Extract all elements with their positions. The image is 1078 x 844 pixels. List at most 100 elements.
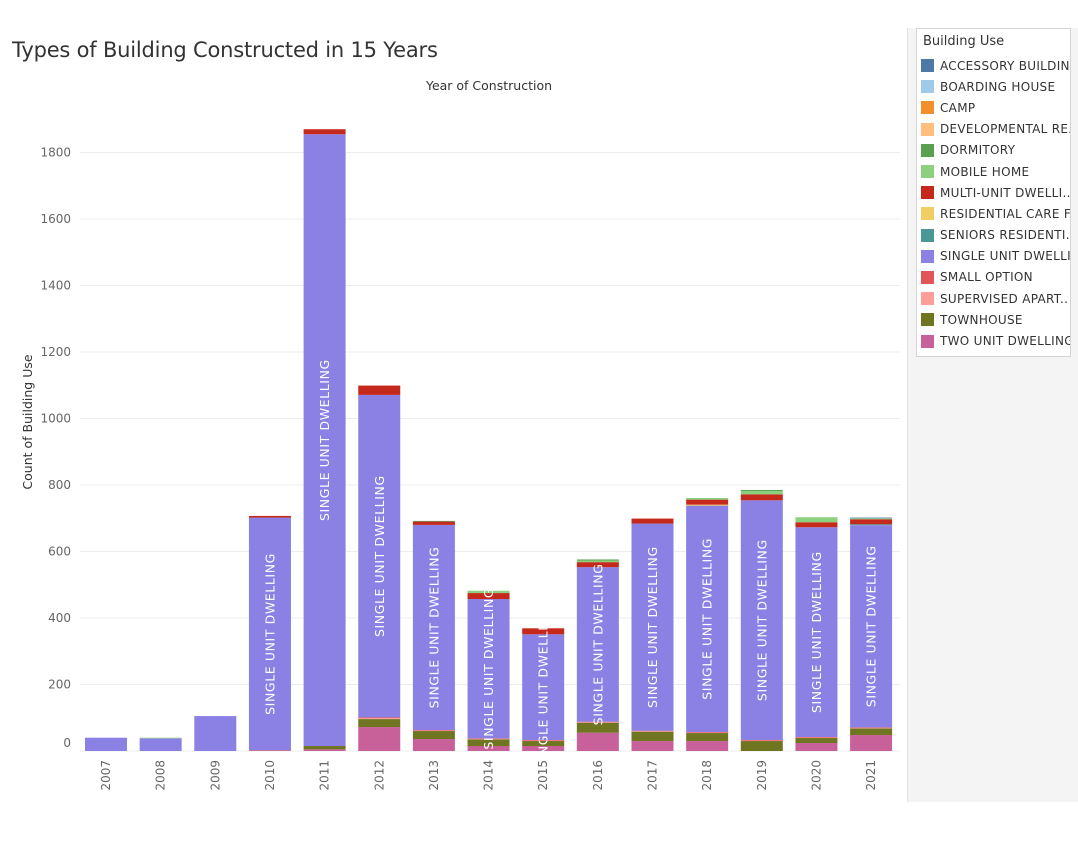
bar-segment[interactable] bbox=[412, 524, 455, 731]
legend-item[interactable]: RESIDENTIAL CARE F.. bbox=[917, 203, 1070, 224]
bar-segment[interactable] bbox=[686, 497, 729, 500]
legend-item[interactable]: CAMP bbox=[917, 97, 1070, 118]
bar-segment[interactable] bbox=[795, 743, 838, 751]
bar-segment[interactable] bbox=[576, 560, 619, 563]
bar-segment[interactable] bbox=[631, 730, 674, 732]
bar-segment[interactable] bbox=[795, 738, 838, 744]
bar-segment[interactable] bbox=[686, 499, 729, 505]
bar-segment[interactable] bbox=[740, 494, 783, 501]
bar-segment[interactable] bbox=[850, 728, 893, 736]
bar-segment[interactable] bbox=[631, 731, 674, 732]
bar-segment[interactable] bbox=[576, 722, 619, 733]
bar-segment[interactable] bbox=[85, 737, 127, 751]
bar-segment[interactable] bbox=[686, 504, 729, 506]
bar-segment[interactable] bbox=[467, 739, 510, 747]
bar-segment[interactable] bbox=[139, 738, 182, 751]
bar-segment[interactable] bbox=[194, 716, 237, 751]
bar-segment[interactable] bbox=[303, 749, 346, 751]
bar-segment[interactable] bbox=[795, 737, 838, 739]
bar-segment[interactable] bbox=[467, 593, 510, 600]
bar-segment[interactable] bbox=[631, 741, 674, 751]
bar-segment[interactable] bbox=[740, 500, 783, 741]
bar-segment[interactable] bbox=[412, 731, 455, 740]
bar-segment[interactable] bbox=[248, 515, 291, 518]
bar-segment[interactable] bbox=[740, 489, 783, 491]
bar-segment[interactable] bbox=[522, 741, 565, 747]
bar-segment[interactable] bbox=[686, 741, 729, 751]
bar-segment[interactable] bbox=[686, 732, 729, 733]
bar-segment[interactable] bbox=[358, 394, 401, 718]
bar-segment[interactable] bbox=[467, 746, 510, 751]
legend-item[interactable]: DEVELOPMENTAL RE.. bbox=[917, 119, 1070, 140]
bar-segment[interactable] bbox=[467, 590, 510, 594]
bar-segment[interactable] bbox=[248, 517, 291, 751]
bar-segment[interactable] bbox=[576, 722, 619, 723]
bar-segment[interactable] bbox=[850, 518, 893, 520]
bar-segment[interactable] bbox=[467, 599, 510, 739]
bar-segment[interactable] bbox=[795, 527, 838, 738]
bar-segment[interactable] bbox=[358, 718, 401, 720]
bar-segment[interactable] bbox=[795, 737, 838, 738]
legend-item[interactable]: TWO UNIT DWELLING bbox=[917, 330, 1070, 351]
bar-segment[interactable] bbox=[850, 524, 893, 526]
bar-segment[interactable] bbox=[576, 567, 619, 722]
bar-segment[interactable] bbox=[303, 129, 346, 135]
bar-segment[interactable] bbox=[740, 740, 783, 742]
legend-item[interactable]: DORMITORY bbox=[917, 140, 1070, 161]
bar-segment[interactable] bbox=[740, 741, 783, 751]
legend-item[interactable]: SINGLE UNIT DWELLI.. bbox=[917, 246, 1070, 267]
bar-segment[interactable] bbox=[850, 519, 893, 525]
bar-segment[interactable] bbox=[740, 740, 783, 741]
legend-item[interactable]: SUPERVISED APART.. bbox=[917, 288, 1070, 309]
bar-segment[interactable] bbox=[850, 525, 893, 728]
legend-item[interactable]: SMALL OPTION bbox=[917, 267, 1070, 288]
bar-segment[interactable] bbox=[412, 520, 455, 522]
bar-segment[interactable] bbox=[358, 727, 401, 751]
bar-segment[interactable] bbox=[412, 739, 455, 751]
bar-segment[interactable] bbox=[631, 731, 674, 742]
bar-segment[interactable] bbox=[139, 737, 182, 739]
bar-segment[interactable] bbox=[358, 717, 401, 719]
bar-segment[interactable] bbox=[850, 735, 893, 751]
bar-segment[interactable] bbox=[358, 719, 401, 728]
bar-segment[interactable] bbox=[795, 517, 838, 523]
bar-segment[interactable] bbox=[686, 505, 729, 733]
bar-segment[interactable] bbox=[522, 628, 565, 635]
legend-item[interactable]: TOWNHOUSE bbox=[917, 309, 1070, 330]
legend-item[interactable]: MOBILE HOME bbox=[917, 161, 1070, 182]
bar-segment[interactable] bbox=[631, 518, 674, 524]
x-axis-title: Year of Construction bbox=[425, 78, 552, 93]
bar-segment[interactable] bbox=[522, 634, 565, 741]
bar-segment[interactable] bbox=[412, 730, 455, 731]
bar-segment[interactable] bbox=[576, 562, 619, 568]
bar-segment[interactable] bbox=[686, 733, 729, 742]
legend-label: TWO UNIT DWELLING bbox=[940, 334, 1070, 349]
x-tick-label: 2017 bbox=[646, 760, 660, 791]
bar-segment[interactable] bbox=[631, 523, 674, 731]
bar-segment[interactable] bbox=[522, 740, 565, 741]
x-tick-label: 2021 bbox=[864, 760, 878, 791]
bar-segment[interactable] bbox=[412, 730, 455, 732]
bar-segment[interactable] bbox=[850, 727, 893, 729]
bar-segment[interactable] bbox=[522, 746, 565, 751]
legend-item[interactable]: ACCESSORY BUILDIN.. bbox=[917, 55, 1070, 76]
bar-segment[interactable] bbox=[358, 385, 401, 395]
bar-segment[interactable] bbox=[412, 521, 455, 525]
bar-segment[interactable] bbox=[850, 727, 893, 728]
bar-segment[interactable] bbox=[850, 517, 893, 519]
bar-segment[interactable] bbox=[686, 732, 729, 734]
legend-item[interactable]: MULTI-UNIT DWELLI.. bbox=[917, 182, 1070, 203]
bar-segment[interactable] bbox=[576, 559, 619, 561]
bar-segment[interactable] bbox=[303, 134, 346, 747]
bar-segment[interactable] bbox=[467, 738, 510, 739]
legend-item[interactable]: BOARDING HOUSE bbox=[917, 76, 1070, 97]
bar-segment[interactable] bbox=[248, 750, 291, 751]
bar-segment[interactable] bbox=[467, 738, 510, 740]
bar-segment[interactable] bbox=[303, 746, 346, 750]
legend-item[interactable]: SENIORS RESIDENTI.. bbox=[917, 225, 1070, 246]
bar-segment[interactable] bbox=[522, 740, 565, 742]
bar-segment[interactable] bbox=[576, 721, 619, 723]
bar-segment[interactable] bbox=[795, 522, 838, 528]
bar-segment[interactable] bbox=[576, 732, 619, 751]
bar-segment[interactable] bbox=[740, 490, 783, 495]
